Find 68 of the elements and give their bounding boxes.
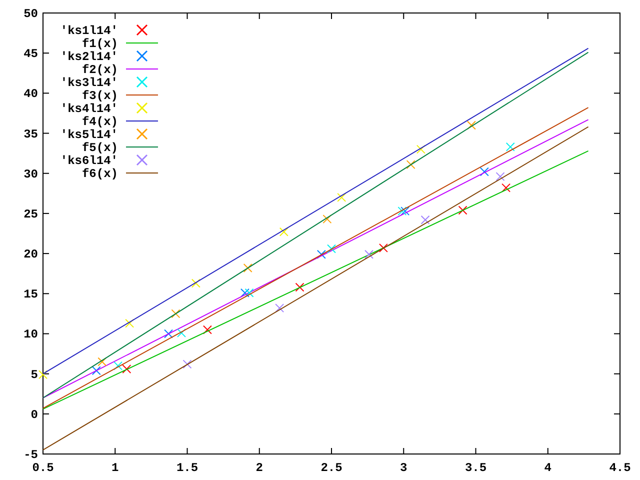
point (275, 304, 284, 313)
legend-label: f2(x) (82, 63, 118, 77)
legend-label: f4(x) (82, 115, 118, 129)
point (480, 167, 489, 176)
legend-label: 'ks5l14' (60, 128, 118, 142)
x-tick-label: 1.5 (176, 461, 198, 475)
x-tick-label: 0.5 (32, 461, 54, 475)
x-tick-label: 2 (256, 461, 263, 475)
y-tick-label: 40 (24, 87, 38, 102)
point (243, 263, 252, 272)
legend-label: 'ks1l14' (60, 24, 118, 38)
point (176, 328, 186, 338)
y-tick-label: 35 (24, 127, 38, 142)
y-tick-label: -5 (24, 448, 38, 462)
legend-label: 'ks2l14' (60, 50, 118, 64)
y-tick-label: 25 (24, 207, 38, 222)
x-tick-label: 3 (400, 461, 408, 475)
point (171, 309, 180, 318)
point (322, 214, 332, 224)
y-tick-label: 50 (24, 7, 38, 21)
point (92, 366, 101, 376)
point (125, 318, 134, 328)
point (182, 360, 192, 369)
point (502, 183, 511, 192)
point (202, 325, 212, 334)
point (458, 206, 468, 215)
point (316, 250, 326, 259)
point (416, 144, 426, 154)
point (240, 288, 250, 298)
point (420, 215, 430, 224)
x-tick-label: 3.5 (464, 461, 487, 475)
legend-label: 'ks3l14' (60, 76, 118, 90)
point (327, 244, 336, 254)
point (466, 120, 476, 130)
legend-label: 'ks4l14' (60, 102, 118, 116)
y-tick-label: 0 (30, 408, 38, 422)
point (337, 192, 346, 202)
y-tick-label: 5 (30, 368, 38, 382)
point (98, 357, 107, 366)
x-tick-label: 2.5 (320, 461, 342, 475)
point (295, 282, 304, 292)
point (38, 370, 48, 380)
point (244, 288, 254, 298)
x-tick-label: 4 (544, 461, 552, 475)
point (122, 364, 132, 374)
point (406, 160, 416, 170)
point (400, 206, 410, 216)
y-tick-label: 15 (24, 288, 38, 302)
point (496, 172, 505, 182)
x-tick-label: 1 (112, 461, 119, 475)
point (506, 142, 515, 152)
legend-label: 'ks6l14' (60, 154, 118, 168)
point (378, 243, 388, 252)
legend-label: f3(x) (82, 89, 118, 103)
legend-label: f1(x) (82, 37, 118, 51)
point (114, 361, 123, 370)
point (164, 329, 173, 338)
y-tick-label: 30 (24, 167, 38, 182)
x-tick-label: 4.5 (609, 461, 631, 475)
legend-label: f5(x) (82, 141, 118, 155)
y-tick-label: 10 (24, 328, 38, 342)
y-tick-label: 45 (24, 47, 38, 62)
point (191, 278, 200, 288)
point (279, 227, 288, 236)
point (364, 250, 374, 259)
legend-label: f6(x) (82, 167, 118, 181)
y-tick-label: 20 (24, 248, 38, 262)
point (398, 206, 407, 216)
